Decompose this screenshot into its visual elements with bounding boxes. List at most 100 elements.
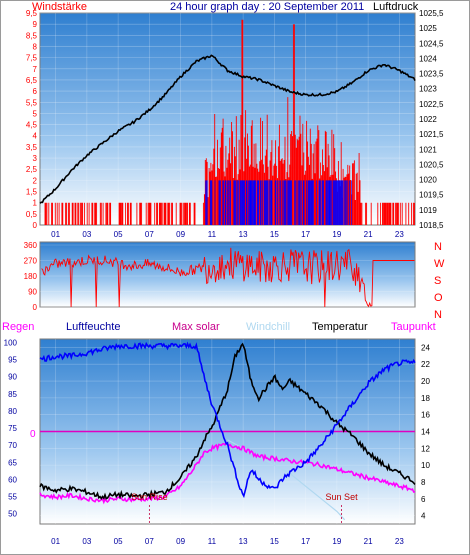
y-left-tick: 2,5 <box>26 165 38 174</box>
y-left-tick: 7,5 <box>26 54 38 63</box>
wind-axis-title: Windstärke <box>32 1 87 13</box>
pressure-axis-title: Luftdruck <box>373 1 419 13</box>
y-tick: 360 <box>24 241 38 250</box>
y-right-tick: 1025 <box>419 24 437 33</box>
y-right-tick: 22 <box>421 360 430 369</box>
compass-n-bottom: N <box>434 309 442 321</box>
y-right-tick: 24 <box>421 343 430 352</box>
y-left-tick: 5 <box>33 109 38 118</box>
x-tick: 23 <box>395 537 404 546</box>
y-left-tick: 6 <box>33 87 38 96</box>
y-left-tick: 1,5 <box>26 188 38 197</box>
y-tick: 180 <box>24 272 38 281</box>
y-left-tick: 8,5 <box>26 31 38 40</box>
x-tick: 23 <box>395 230 404 239</box>
y-left-tick: 70 <box>8 441 17 450</box>
x-tick: 01 <box>51 230 60 239</box>
pressure-line <box>39 54 416 204</box>
x-tick: 13 <box>239 537 248 546</box>
y-left-tick: 6,5 <box>26 76 38 85</box>
x-tick: 11 <box>208 230 217 239</box>
x-tick: 15 <box>270 537 279 546</box>
y-tick: 0 <box>33 303 38 312</box>
y-right-tick: 18 <box>421 394 430 403</box>
y-right-tick: 1021,5 <box>419 130 444 139</box>
y-right-tick: 10 <box>421 461 430 470</box>
y-tick: 270 <box>24 257 38 266</box>
x-tick: 03 <box>82 230 91 239</box>
y-right-tick: 1022 <box>419 115 437 124</box>
rain-zero-label: 0 <box>30 429 36 440</box>
y-left-tick: 3,5 <box>26 143 38 152</box>
y-left-tick: 75 <box>8 424 17 433</box>
y-left-tick: 55 <box>8 493 17 502</box>
sunset-label: Sun Set <box>326 492 359 502</box>
legend-regen: Regen <box>2 321 34 333</box>
y-right-tick: 20 <box>421 377 430 386</box>
temperature-line <box>39 342 416 500</box>
y-right-tick: 1019 <box>419 206 437 215</box>
y-right-tick: 1023 <box>419 85 437 94</box>
y-right-tick: 1021 <box>419 145 437 154</box>
y-right-tick: 8 <box>421 478 426 487</box>
y-right-tick: 16 <box>421 411 430 420</box>
y-right-tick: 6 <box>421 495 426 504</box>
y-left-tick: 2 <box>33 176 38 185</box>
x-tick: 07 <box>145 537 154 546</box>
x-tick: 11 <box>208 537 217 546</box>
x-tick: 09 <box>176 537 185 546</box>
compass-s: S <box>434 275 441 287</box>
y-left-tick: 50 <box>8 510 17 519</box>
x-tick: 17 <box>301 537 310 546</box>
y-right-tick: 1024,5 <box>419 39 444 48</box>
compass-o: O <box>434 292 443 304</box>
y-left-tick: 95 <box>8 356 17 365</box>
compass-w: W <box>434 258 445 270</box>
y-right-tick: 1022,5 <box>419 100 444 109</box>
y-left-tick: 0 <box>33 221 38 230</box>
y-right-tick: 1019,5 <box>419 191 444 200</box>
y-left-tick: 7 <box>33 65 38 74</box>
y-right-tick: 1025,5 <box>419 9 444 18</box>
y-right-tick: 14 <box>421 428 430 437</box>
x-tick: 19 <box>332 230 341 239</box>
x-tick: 07 <box>145 230 154 239</box>
y-left-tick: 1 <box>33 199 38 208</box>
y-left-tick: 9,5 <box>26 9 38 18</box>
y-right-tick: 1023,5 <box>419 70 444 79</box>
legend-luftfeuchte: Luftfeuchte <box>66 321 120 333</box>
compass-n-top: N <box>434 241 442 253</box>
y-right-tick: 1020,5 <box>419 160 444 169</box>
legend-temperatur: Temperatur <box>312 321 368 333</box>
wind-low-bars <box>205 180 353 225</box>
x-tick: 13 <box>239 230 248 239</box>
y-left-tick: 65 <box>8 458 17 467</box>
y-right-tick: 12 <box>421 444 430 453</box>
y-left-tick: 80 <box>8 407 17 416</box>
chart-title: 24 hour graph day : 20 September 2011 <box>170 1 364 13</box>
legend-taupunkt: Taupunkt <box>391 321 436 333</box>
y-left-tick: 9 <box>33 20 38 29</box>
y-left-tick: 4,5 <box>26 121 38 130</box>
y-left-tick: 8 <box>33 42 38 51</box>
x-tick: 03 <box>82 537 91 546</box>
y-tick: 90 <box>28 288 37 297</box>
x-tick: 21 <box>364 537 373 546</box>
x-tick: 21 <box>364 230 373 239</box>
y-right-tick: 1020 <box>419 176 437 185</box>
y-right-tick: 1018,5 <box>419 221 444 230</box>
y-left-tick: 100 <box>4 338 18 347</box>
x-tick: 15 <box>270 230 279 239</box>
y-left-tick: 90 <box>8 373 17 382</box>
x-tick: 19 <box>332 537 341 546</box>
legend-windchill: Windchill <box>246 321 290 333</box>
y-right-tick: 1024 <box>419 54 437 63</box>
y-right-tick: 4 <box>421 512 426 521</box>
x-tick: 17 <box>301 230 310 239</box>
x-tick: 01 <box>51 537 60 546</box>
x-tick: 05 <box>114 230 123 239</box>
sunrise-label: Sun Rise <box>131 492 168 502</box>
y-left-tick: 0,5 <box>26 210 38 219</box>
x-tick: 09 <box>176 230 185 239</box>
y-left-tick: 3 <box>33 154 38 163</box>
